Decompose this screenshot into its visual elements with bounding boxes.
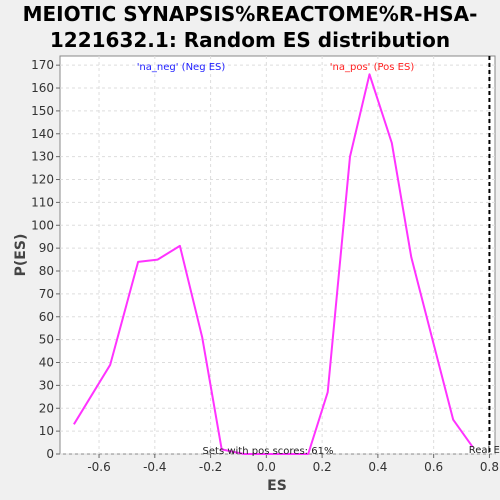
legend-pos-label: 'na_pos' (Pos ES) — [330, 62, 415, 73]
chart-title-line1: MEIOTIC SYNAPSIS%REACTOME%R-HSA- — [23, 2, 478, 26]
y-tick-label: 130 — [31, 150, 54, 164]
y-tick-label: 80 — [39, 264, 54, 278]
y-tick-label: 140 — [31, 127, 54, 141]
x-tick-label: 0.6 — [424, 460, 443, 474]
y-tick-label: 20 — [39, 401, 54, 415]
y-tick-label: 110 — [31, 195, 54, 209]
y-tick-label: 100 — [31, 218, 54, 232]
y-tick-label: 120 — [31, 173, 54, 187]
x-axis-label: ES — [267, 478, 287, 494]
series-line — [73, 73, 474, 455]
y-tick-label: 70 — [39, 287, 54, 301]
grid — [60, 56, 495, 455]
legend-neg-label: 'na_neg' (Neg ES) — [137, 62, 226, 73]
y-tick-label: 160 — [31, 81, 54, 95]
y-tick-label: 10 — [39, 424, 54, 438]
plot-area — [59, 55, 496, 455]
axis-ticks: -0.6 -0.4 -0.2 0.0 0.2 0.4 0.6 0.8 0 10 20 30 40 50 60… — [31, 58, 499, 474]
x-tick-label: -0.2 — [199, 460, 222, 474]
x-tick-label: 0.8 — [480, 460, 499, 474]
real-es-label: Real ES — [469, 445, 500, 456]
x-tick-label: 0.4 — [368, 460, 387, 474]
x-tick-label: 0.2 — [313, 460, 332, 474]
series-layer — [73, 73, 474, 455]
x-tick-label: -0.4 — [143, 460, 166, 474]
y-axis-label: P(ES) — [13, 234, 29, 277]
y-tick-label: 50 — [39, 333, 54, 347]
y-tick-label: 0 — [46, 447, 54, 461]
y-tick-label: 170 — [31, 58, 54, 72]
real-es-layer: Real ES — [469, 56, 500, 456]
y-tick-label: 90 — [39, 241, 54, 255]
y-tick-label: 60 — [39, 310, 54, 324]
y-tick-label: 150 — [31, 104, 54, 118]
x-tick-label: 0.0 — [257, 460, 276, 474]
pos-scores-annotation: Sets with pos scores: 61% — [203, 446, 334, 457]
y-tick-label: 40 — [39, 356, 54, 370]
y-tick-label: 30 — [39, 378, 54, 392]
x-tick-label: -0.6 — [87, 460, 110, 474]
chart-title-line2: 1221632.1: Random ES distribution — [50, 28, 450, 52]
